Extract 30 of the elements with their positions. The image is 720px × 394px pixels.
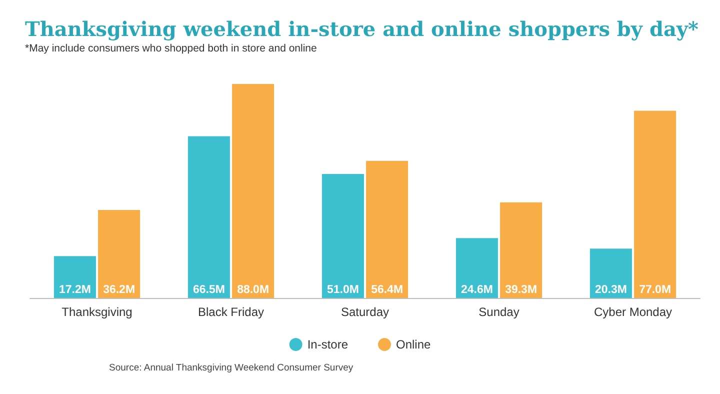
bar <box>54 256 96 298</box>
data-label: 51.0M <box>326 284 359 296</box>
bar <box>232 84 274 298</box>
data-label: 77.0M <box>639 284 672 296</box>
x-tick-label: Cyber Monday <box>594 305 672 319</box>
source-note: Source: Annual Thanksgiving Weekend Consumer Survey <box>109 362 354 374</box>
x-tick-label: Sunday <box>478 305 520 319</box>
bar <box>188 136 230 298</box>
bar <box>590 248 632 298</box>
chart-title: Thanksgiving weekend in-store and online shoppers by day* <box>25 17 700 41</box>
chart-subtitle: *May include consumers who shopped both in store and online <box>25 42 318 54</box>
bar <box>634 110 676 298</box>
data-label: 88.0M <box>237 284 270 296</box>
data-label: 24.6M <box>460 284 493 296</box>
legend-label: Online <box>396 338 432 352</box>
data-label: 17.2M <box>58 284 91 296</box>
legend-label: In-store <box>307 338 348 352</box>
bar <box>456 238 498 298</box>
x-tick-label: Black Friday <box>198 305 264 319</box>
data-label: 56.4M <box>371 284 404 296</box>
data-label: 66.5M <box>192 284 225 296</box>
x-tick-label: Saturday <box>340 305 390 319</box>
bar <box>500 202 542 298</box>
data-label: 39.3M <box>505 284 538 296</box>
x-tick-label: Thanksgiving <box>62 305 132 319</box>
bar <box>322 174 364 298</box>
bar <box>98 210 140 298</box>
bar <box>366 160 408 298</box>
data-label: 20.3M <box>594 284 627 296</box>
data-label: 36.2M <box>103 284 136 296</box>
